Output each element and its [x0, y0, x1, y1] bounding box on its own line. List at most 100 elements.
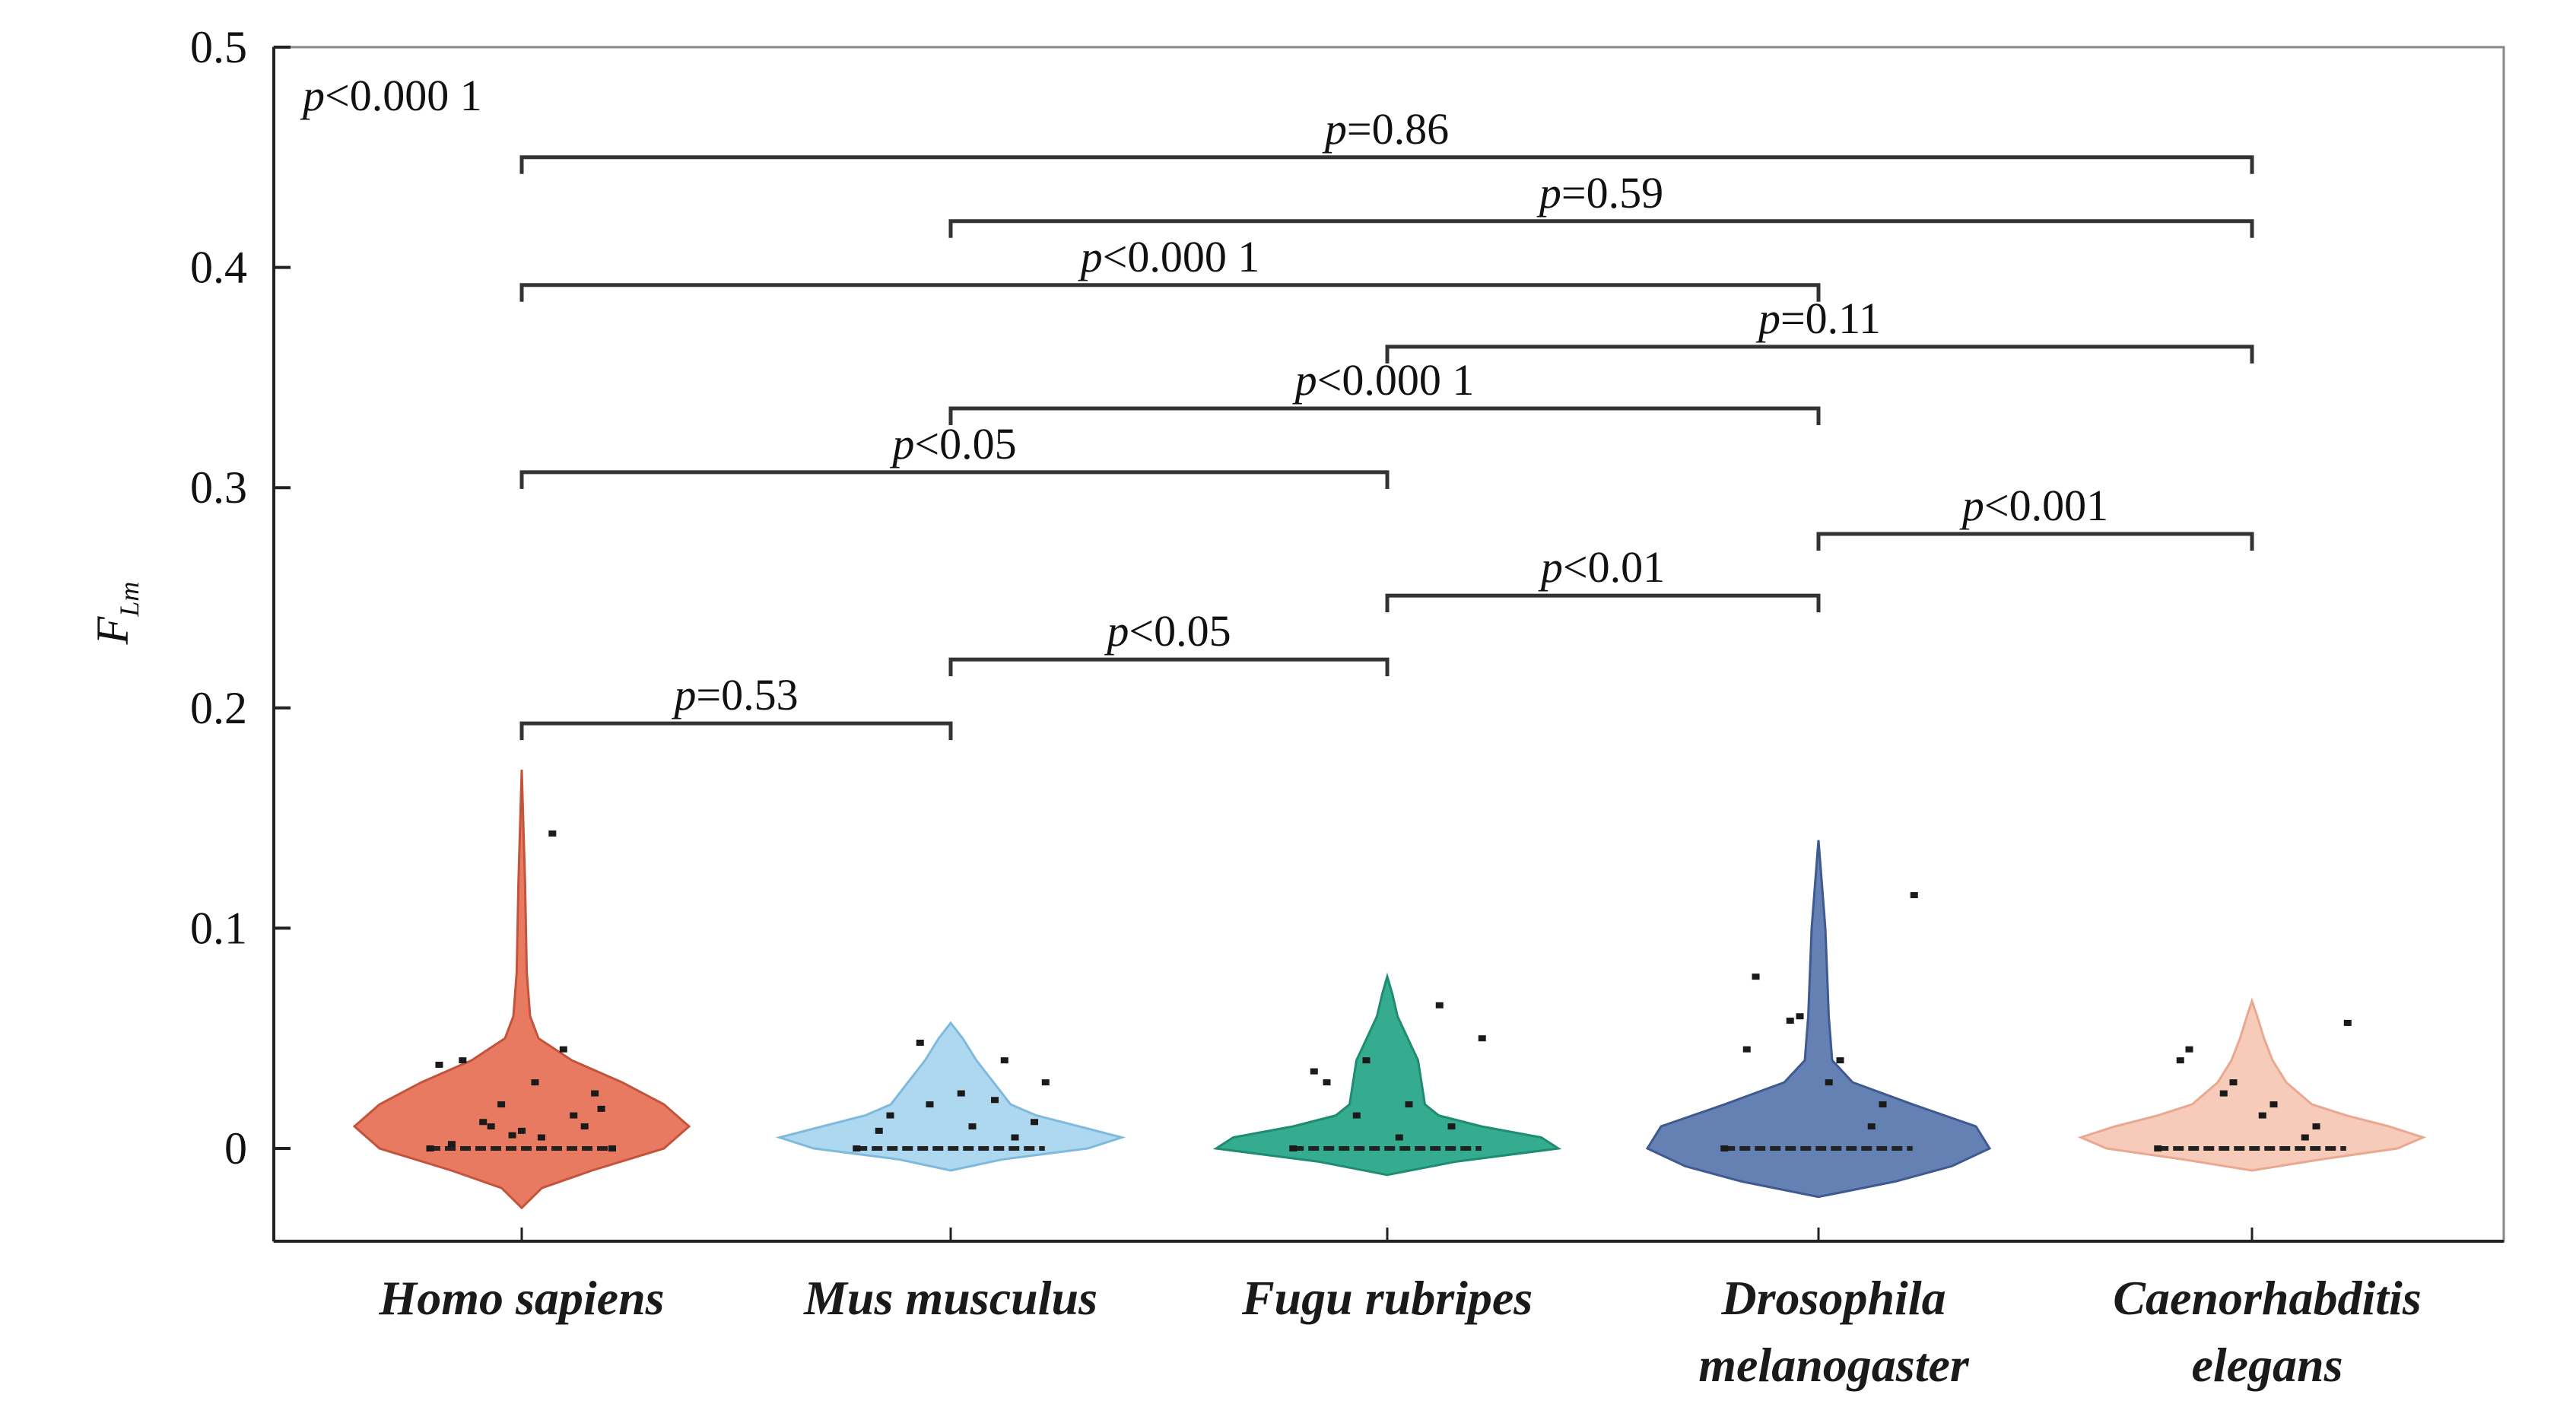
data-point	[597, 1105, 605, 1112]
violin-drosophila-melanogaster	[1645, 840, 1992, 1199]
x-category-label: Mus musculus	[803, 1271, 1097, 1325]
comparison-p-value: p<0.001	[1959, 481, 2108, 530]
x-category-label: Caenorhabditis	[2113, 1271, 2421, 1325]
data-point	[1752, 974, 1760, 980]
comparison-p-value: p=0.11	[1755, 294, 1881, 343]
data-point	[559, 1046, 567, 1053]
comparison-p-value: p<0.000 1	[1078, 232, 1260, 281]
data-point	[1011, 1134, 1019, 1141]
data-point	[1352, 1112, 1361, 1119]
data-point	[1742, 1046, 1751, 1053]
data-point	[508, 1132, 516, 1139]
data-point	[1879, 1101, 1887, 1108]
data-point	[875, 1127, 883, 1134]
x-category-label: melanogaster	[1698, 1338, 1970, 1392]
comparison-p-value: p=0.86	[1322, 104, 1449, 154]
data-point	[447, 1141, 456, 1148]
data-point	[2154, 1145, 2162, 1151]
comparison-bracket	[1816, 532, 2254, 551]
violin-fugu-rubripes	[1212, 972, 1562, 1177]
data-point	[1867, 1123, 1876, 1130]
data-point	[1720, 1145, 1729, 1151]
x-category-label: Drosophila	[1720, 1271, 1945, 1325]
comparison-p-value: p<0.05	[889, 419, 1016, 469]
data-point	[1796, 1013, 1804, 1020]
comparison-p-value: p<0.000 1	[1292, 355, 1475, 405]
data-point	[1289, 1145, 1298, 1151]
y-tick-label: 0.5	[190, 22, 247, 72]
data-point	[1031, 1119, 1038, 1126]
data-point	[2301, 1134, 2309, 1141]
data-point	[537, 1134, 545, 1141]
data-point	[886, 1112, 894, 1119]
comparison-bracket	[1385, 345, 2254, 364]
comparison-p-value: p<0.05	[1104, 606, 1231, 656]
y-tick-label: 0.4	[190, 243, 247, 293]
data-point	[2269, 1101, 2278, 1108]
data-point	[487, 1123, 495, 1130]
data-point	[1447, 1123, 1456, 1130]
data-point	[991, 1097, 999, 1104]
data-point	[548, 830, 557, 837]
data-point	[2258, 1112, 2266, 1119]
data-point	[968, 1123, 977, 1130]
data-point	[853, 1145, 861, 1151]
overall-p-value: p<0.000 1	[300, 71, 482, 120]
x-category-label: Fugu rubripes	[1241, 1271, 1533, 1325]
data-point	[459, 1057, 467, 1064]
data-point	[531, 1079, 539, 1086]
data-point	[957, 1090, 965, 1097]
y-tick-label: 0.1	[190, 903, 247, 953]
data-point	[1435, 1002, 1444, 1008]
data-point	[1910, 891, 1918, 898]
data-point	[2219, 1090, 2228, 1097]
comparison-p-value: p<0.01	[1538, 542, 1665, 592]
data-point	[1836, 1057, 1844, 1064]
data-point	[570, 1112, 578, 1119]
data-point	[1478, 1035, 1486, 1042]
data-point	[2229, 1079, 2238, 1086]
x-category-label: elegans	[2191, 1338, 2343, 1392]
data-point	[1395, 1134, 1403, 1141]
data-point	[2343, 1019, 2352, 1026]
data-point	[916, 1039, 924, 1046]
data-point	[2185, 1046, 2193, 1053]
data-point	[426, 1145, 434, 1151]
comparison-bracket	[948, 406, 1821, 425]
data-point	[497, 1101, 506, 1108]
data-point	[1362, 1057, 1371, 1064]
y-tick-label: 0.3	[190, 462, 247, 513]
data-point	[591, 1090, 599, 1097]
y-tick-label: 0.2	[190, 683, 247, 733]
comparison-p-value: p=0.59	[1536, 168, 1663, 218]
data-point	[479, 1119, 488, 1126]
y-axis-label: FLm	[87, 582, 145, 646]
data-point	[926, 1101, 934, 1108]
violin-mus-musculus	[775, 1021, 1126, 1172]
data-point	[435, 1061, 443, 1068]
violin-caenorhabditis-elegans	[2077, 997, 2427, 1172]
x-category-label: Homo sapiens	[378, 1271, 664, 1325]
comparison-bracket	[1385, 593, 1821, 613]
data-point	[1786, 1018, 1794, 1024]
data-point	[2312, 1123, 2320, 1130]
data-point	[608, 1145, 616, 1151]
data-point	[518, 1127, 526, 1134]
comparison-bracket	[519, 470, 1390, 489]
comparison-bracket	[519, 283, 1821, 302]
data-point	[580, 1123, 589, 1130]
data-point	[1323, 1079, 1331, 1086]
violin-homo-sapiens	[352, 769, 691, 1210]
data-point	[1825, 1079, 1833, 1086]
data-point	[1000, 1057, 1008, 1064]
comparison-bracket	[948, 219, 2254, 238]
comparison-bracket	[519, 721, 953, 741]
comparison-bracket	[519, 155, 2254, 174]
data-point	[1310, 1068, 1318, 1075]
data-point	[1405, 1101, 1413, 1108]
data-point	[2176, 1057, 2184, 1064]
data-point	[1041, 1079, 1050, 1086]
y-tick-label: 0	[224, 1123, 247, 1174]
